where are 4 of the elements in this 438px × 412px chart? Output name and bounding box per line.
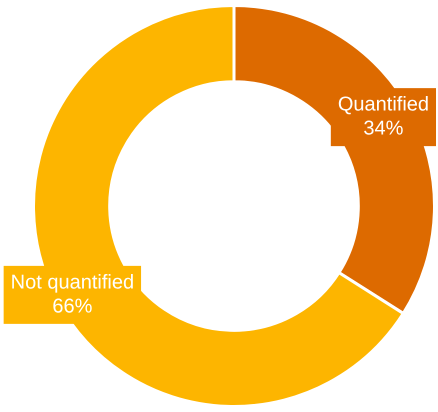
data-label: 66% xyxy=(52,295,93,318)
slice-label: Quantified xyxy=(338,94,429,116)
slice-label: Not quantified xyxy=(10,271,134,294)
data-label: 34% xyxy=(363,118,404,140)
